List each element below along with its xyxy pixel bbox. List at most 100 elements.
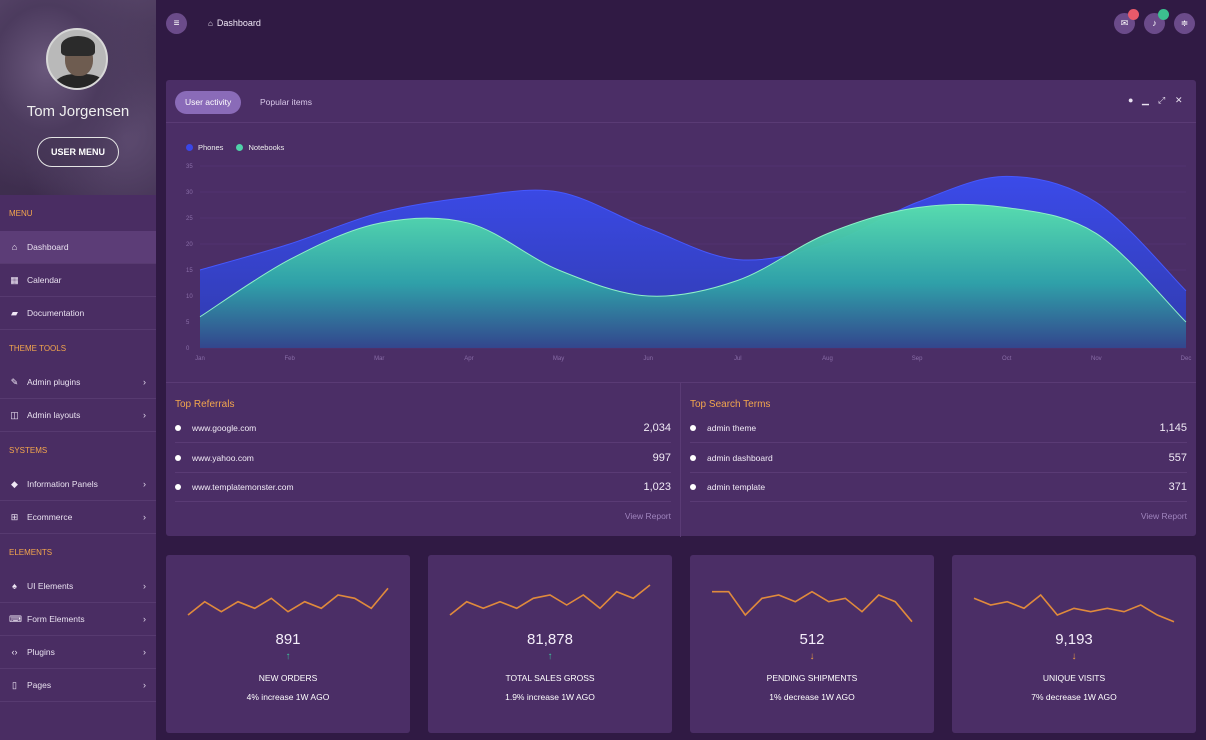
- stat-card: 81,878 ↑ TOTAL SALES GROSS 1.9% increase 1W…: [428, 555, 672, 733]
- menu-toggle-button[interactable]: ≡: [166, 13, 187, 34]
- y-tick-label: 25: [186, 216, 193, 222]
- sidebar-item-label: UI Elements: [27, 581, 74, 591]
- view-report-link[interactable]: View Report: [624, 511, 671, 521]
- table-row[interactable]: admin dashboard 557: [690, 444, 1187, 473]
- sparkline: [712, 590, 913, 623]
- view-report-link[interactable]: View Report: [1140, 511, 1187, 521]
- y-tick-label: 0: [186, 346, 190, 352]
- bullet-icon: [690, 484, 696, 490]
- table-row[interactable]: www.google.com 2,034: [175, 414, 671, 443]
- bell-icon: ♪: [1152, 18, 1157, 28]
- notifications-button[interactable]: ♪: [1144, 9, 1169, 34]
- code-icon: ‹›: [11, 646, 18, 657]
- sparkline-line: [712, 590, 913, 623]
- row-label: www.google.com: [192, 423, 257, 433]
- book-icon: ▰: [11, 307, 18, 318]
- bullet-icon: [175, 484, 181, 490]
- legend-label: Phones: [198, 143, 224, 152]
- sidebar-item-label: Form Elements: [27, 614, 85, 624]
- chevron-right-icon: ›: [143, 614, 146, 624]
- chat-button[interactable]: ✉: [1114, 9, 1139, 34]
- table-row[interactable]: www.templatemonster.com 1,023: [175, 473, 671, 502]
- y-tick-label: 10: [186, 294, 193, 300]
- stat-card: 512 ↓ PENDING SHIPMENTS 1% decrease 1W AGO: [690, 555, 934, 733]
- diamond-icon: ◆: [11, 478, 18, 489]
- close-icon[interactable]: ✕: [1175, 95, 1183, 105]
- sidebar-item-pages[interactable]: ▯ Pages ›: [0, 669, 156, 702]
- breadcrumb[interactable]: ⌂ Dashboard: [208, 18, 261, 28]
- sidebar-item-label: Calendar: [27, 275, 62, 285]
- profile-name: Tom Jorgensen: [26, 103, 130, 120]
- table-row[interactable]: admin theme 1,145: [690, 414, 1187, 443]
- sidebar-item-label: Dashboard: [27, 242, 69, 252]
- row-label: admin template: [707, 482, 766, 492]
- chevron-right-icon: ›: [143, 512, 146, 522]
- cart-icon: ⊞: [10, 511, 19, 522]
- arrow-up-icon: ↑: [285, 651, 291, 662]
- x-tick-label: May: [553, 356, 564, 362]
- row-value: 557: [1168, 452, 1187, 464]
- arrow-up-icon: ↑: [547, 651, 553, 662]
- x-tick-label: Dec: [1181, 356, 1192, 362]
- user-menu-button[interactable]: USER MENU: [37, 137, 119, 167]
- activity-panel: User activity Popular items ● ▁ ⤢ ✕ 0 5 10…: [166, 80, 1196, 537]
- row-label: www.yahoo.com: [192, 453, 254, 463]
- sidebar-item-ui-elements[interactable]: ♠ UI Elements ›: [0, 570, 156, 603]
- chat-icon: ✉: [1120, 18, 1129, 28]
- chevron-right-icon: ›: [143, 581, 146, 591]
- sidebar-item-admin-layouts[interactable]: ◫ Admin layouts ›: [0, 399, 156, 432]
- y-tick-label: 5: [186, 320, 190, 326]
- sparkline: [449, 584, 651, 616]
- sidebar-item-admin-plugins[interactable]: ✎ Admin plugins ›: [0, 366, 156, 399]
- arrow-down-icon: ↓: [1071, 651, 1077, 662]
- legend-dot-icon: [236, 144, 244, 151]
- sidebar-item-label: Admin layouts: [27, 410, 81, 420]
- chevron-right-icon: ›: [143, 479, 146, 489]
- table-row[interactable]: www.yahoo.com 997: [175, 444, 671, 473]
- sidebar-item-documentation[interactable]: ▰ Documentation: [0, 297, 156, 330]
- minimize-icon[interactable]: ▁: [1142, 95, 1149, 105]
- sidebar-item-ecommerce[interactable]: ⊞ Ecommerce ›: [0, 501, 156, 534]
- bullet-icon: [690, 425, 696, 431]
- x-tick-label: Jul: [734, 356, 742, 362]
- stat-label: NEW ORDERS: [258, 673, 318, 683]
- sidebar-item-form-elements[interactable]: ⌨ Form Elements ›: [0, 603, 156, 636]
- legend-dot-icon: [186, 144, 193, 151]
- calendar-icon: ▦: [10, 274, 19, 285]
- sidebar-item-dashboard[interactable]: ⌂ Dashboard: [0, 231, 156, 264]
- chat-badge: [1128, 9, 1139, 20]
- top-referrals-title: Top Referrals: [175, 399, 235, 410]
- stat-subtext: 7% decrease 1W AGO: [1031, 692, 1117, 702]
- sidebar-item-plugins[interactable]: ‹› Plugins ›: [0, 636, 156, 669]
- stat-card: 9,193 ↓ UNIQUE VISITS 7% decrease 1W AGO: [952, 555, 1196, 733]
- breadcrumb-label: Dashboard: [216, 18, 261, 28]
- sliders-icon: ≑: [1180, 18, 1189, 28]
- x-tick-label: Jun: [643, 356, 653, 362]
- sidebar-item-label: Admin plugins: [27, 377, 81, 387]
- bullet-icon: [175, 455, 181, 461]
- settings-button[interactable]: ≑: [1174, 13, 1195, 34]
- keyboard-icon: ⌨: [9, 613, 22, 624]
- sparkline: [187, 587, 389, 616]
- sidebar: Tom Jorgensen USER MENU MENU ⌂ Dashboard ▦ C…: [0, 0, 156, 740]
- legend-item-phones[interactable]: Phones: [186, 143, 223, 152]
- x-tick-label: Sep: [912, 356, 923, 362]
- row-value: 1,145: [1159, 422, 1187, 434]
- row-value: 997: [652, 452, 671, 464]
- tab-user-activity[interactable]: User activity: [175, 91, 242, 114]
- sidebar-item-information-panels[interactable]: ◆ Information Panels ›: [0, 468, 156, 501]
- sidebar-item-calendar[interactable]: ▦ Calendar: [0, 264, 156, 297]
- x-tick-label: Nov: [1091, 356, 1102, 362]
- tab-popular-items[interactable]: Popular items: [260, 97, 312, 107]
- expand-icon[interactable]: ⤢: [1158, 95, 1166, 105]
- drop-icon[interactable]: ●: [1128, 95, 1134, 105]
- x-tick-label: Mar: [374, 356, 384, 362]
- file-icon: ▯: [12, 679, 17, 690]
- area-series-notebooks: [200, 204, 1186, 348]
- bullet-icon: [175, 425, 181, 431]
- table-row[interactable]: admin template 371: [690, 473, 1187, 502]
- legend-item-notebooks[interactable]: Notebooks: [236, 143, 284, 152]
- x-tick-label: Apr: [464, 356, 473, 362]
- y-tick-label: 15: [186, 268, 193, 274]
- avatar[interactable]: [46, 28, 108, 90]
